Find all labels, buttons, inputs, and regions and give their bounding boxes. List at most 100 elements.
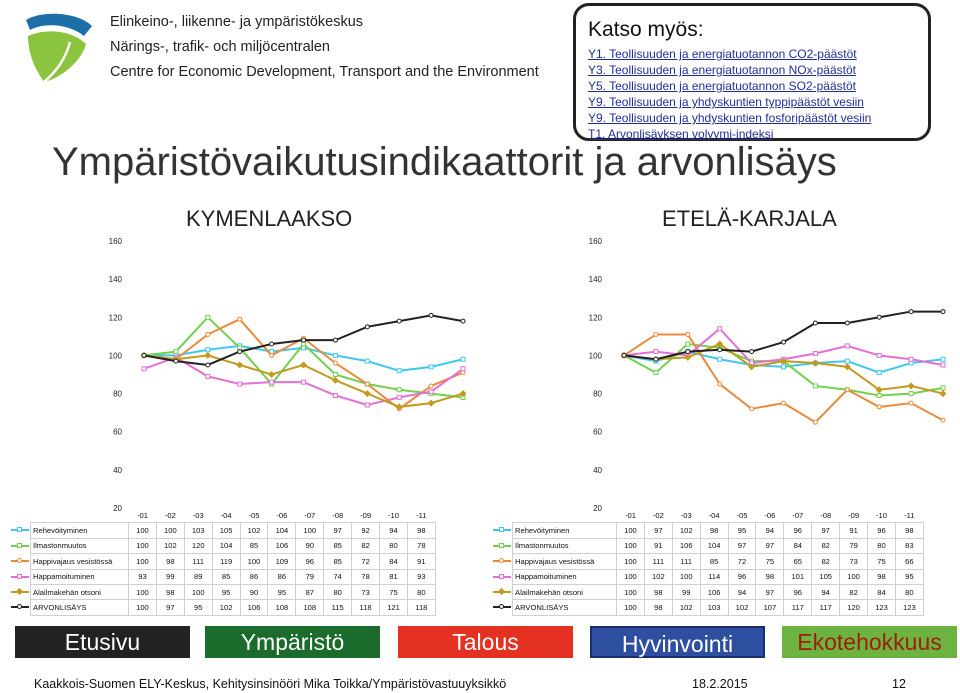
see-also-link-y9-typpi[interactable]: Y9. Teollisuuden ja yhdyskuntien typpipä… (588, 95, 864, 109)
data-label: 121 (379, 599, 408, 616)
see-also-link-y1[interactable]: Y1. Teollisuuden ja energiatuotannon CO2… (588, 47, 857, 61)
data-point-happivajaus-vesistossa (332, 360, 338, 366)
x-tick-label: -01 (136, 510, 148, 520)
data-point-ilmastonmuutos (940, 385, 946, 391)
data-point-ilmastonmuutos (396, 387, 402, 393)
legend-swatch (493, 558, 511, 564)
nav-button-etusivu[interactable]: Etusivu (15, 626, 190, 658)
data-label: 82 (839, 583, 869, 601)
data-label: 72 (351, 553, 381, 570)
data-label: 95 (211, 583, 241, 601)
data-label: 100 (671, 568, 701, 585)
legend-label: Ilmastonmuutos (33, 541, 87, 551)
data-point-arvonlisays (205, 362, 211, 368)
data-point-alailmakehan-otsoni (939, 390, 947, 398)
table-row: Rehevöityminen 100 97 102 98 95 94 96 97 91 96 98 (493, 522, 924, 539)
x-tick-label: -02 (164, 510, 176, 520)
see-also-link-y3[interactable]: Y3. Teollisuuden ja energiatuotannon NOx… (588, 63, 856, 77)
see-also-link-y5[interactable]: Y5. Teollisuuden ja energiatuotannon SO2… (588, 79, 856, 93)
data-point-rehevoityminen (460, 356, 466, 362)
org-name-fi: Elinkeino-, liikenne- ja ympäristökeskus (110, 14, 364, 30)
data-label: 98 (699, 522, 729, 539)
data-label: 97 (643, 522, 673, 539)
y-tick-label: 60 (113, 428, 122, 437)
data-label: 84 (783, 537, 813, 555)
data-label: 96 (783, 583, 813, 601)
data-point-ilmastonmuutos (332, 372, 338, 377)
data-point-rehevoityminen (332, 352, 338, 358)
data-label: 85 (239, 537, 269, 555)
legend-label: ARVONLISÄYS (515, 603, 569, 613)
data-label: 96 (867, 522, 896, 539)
data-label: 75 (379, 583, 408, 601)
see-also-link-y9-fosfori[interactable]: Y9. Teollisuuden ja yhdyskuntien fosfori… (588, 111, 872, 125)
data-point-alailmakehan-otsoni (843, 363, 851, 371)
data-label: 87 (295, 583, 325, 601)
nav-button-ekotehokkuus[interactable]: Ekotehokkuus (782, 626, 957, 658)
data-point-alailmakehan-otsoni (427, 399, 435, 407)
data-label: 93 (406, 568, 436, 585)
data-label: 65 (783, 553, 813, 570)
data-label: 106 (671, 537, 701, 555)
data-label: 102 (211, 599, 241, 616)
data-label: 104 (211, 537, 241, 555)
data-label: 78 (351, 568, 381, 585)
y-tick-label: 20 (593, 504, 602, 513)
footer-page-number: 12 (892, 677, 906, 691)
data-point-alailmakehan-otsoni (268, 370, 276, 379)
data-point-alailmakehan-otsoni (299, 361, 308, 369)
nav-button-talous[interactable]: Talous (398, 626, 573, 658)
data-label: 97 (755, 583, 785, 601)
data-point-ilmastonmuutos (685, 341, 691, 347)
data-label: 91 (839, 522, 869, 539)
data-label: 111 (671, 553, 701, 570)
data-point-alailmakehan-otsoni (395, 403, 403, 411)
data-point-happamoituminen (141, 366, 147, 372)
data-label: 123 (894, 599, 924, 616)
legend-label: Alailmakehän otsoni (33, 587, 101, 597)
data-point-happamoituminen (428, 389, 434, 395)
data-label: 79 (839, 537, 869, 555)
data-table-kymenlaakso: -01 -02 -03 -04 -05 -06 -07 -08 -09 -10 -11 Rehevöi… (11, 508, 436, 616)
data-label: 100 (128, 599, 157, 616)
legend-swatch (11, 604, 29, 610)
nav-button-hyvinvointi[interactable]: Hyvinvointi (590, 626, 765, 658)
x-tick-label: -09 (360, 510, 372, 520)
data-point-happivajaus-vesistossa (269, 352, 275, 358)
data-point-happamoituminen (653, 349, 659, 355)
data-label: 97 (755, 537, 785, 555)
x-tick-label: -04 (708, 510, 720, 520)
data-label: 106 (699, 583, 729, 601)
legend-entry-rehevoityminen: Rehevöityminen (493, 522, 617, 539)
legend-entry-rehevoityminen: Rehevöityminen (11, 522, 129, 539)
data-label: 100 (295, 522, 325, 539)
legend-swatch (11, 587, 29, 595)
page-title: Ympäristövaikutusindikaattorit ja arvonl… (52, 140, 837, 184)
table-row: Happivajaus vesistössä 100 98 111 119 100 109 9… (11, 553, 436, 570)
y-tick-label: 100 (109, 351, 123, 360)
see-also-link-t1[interactable]: T1. Arvonlisäyksen volyymi-indeksi (588, 127, 774, 141)
data-label: 81 (379, 568, 408, 585)
data-label: 103 (183, 522, 213, 539)
data-label: 115 (323, 599, 353, 616)
data-point-arvonlisays (908, 309, 914, 315)
y-tick-label: 160 (589, 237, 603, 246)
series-line-happivajaus-vesistossa (623, 333, 944, 424)
x-tick-label: -01 (624, 510, 636, 520)
data-label: 102 (239, 522, 269, 539)
data-label: 106 (239, 599, 269, 616)
data-point-arvonlisays (749, 349, 755, 355)
data-point-happamoituminen (717, 326, 723, 332)
data-point-rehevoityminen (717, 356, 723, 362)
data-point-arvonlisays (876, 314, 882, 320)
x-tick-label: -05 (248, 510, 260, 520)
data-point-rehevoityminen (205, 347, 211, 353)
data-label: 98 (894, 522, 924, 539)
legend-entry-alailmakehan-otsoni: Alailmakehän otsoni (11, 583, 129, 601)
data-point-rehevoityminen (396, 368, 402, 374)
data-point-happivajaus-vesistossa (717, 381, 723, 387)
data-label: 106 (267, 537, 297, 555)
data-label: 102 (643, 568, 673, 585)
nav-button-ymparisto[interactable]: Ympäristö (205, 626, 380, 658)
legend-label: ARVONLISÄYS (33, 603, 87, 613)
